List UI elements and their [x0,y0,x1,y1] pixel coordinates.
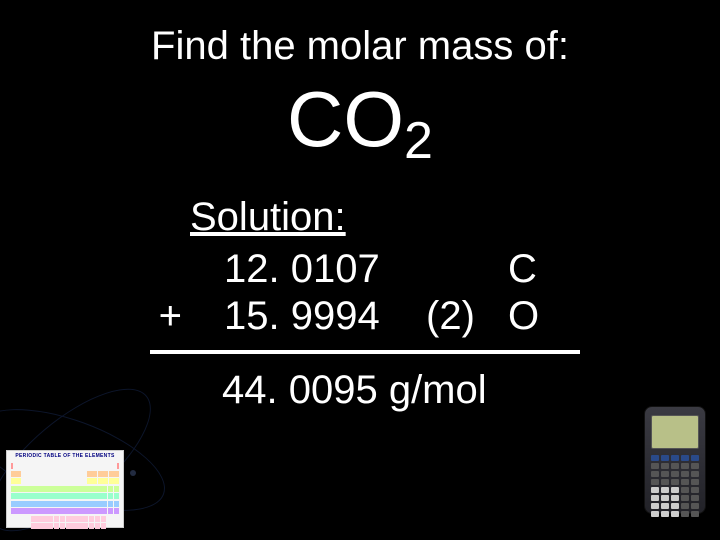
plus-cell [142,247,192,292]
slide-title: Find the molar mass of: [0,24,720,69]
table-row: 12. 0107 C [142,247,558,292]
periodic-table-thumbnail: PERIODIC TABLE OF THE ELEMENTS [6,450,124,528]
plus-cell: + [142,294,192,339]
calculator-keys [651,455,699,507]
calculator-thumbnail [644,406,706,514]
element-cell: O [498,294,558,339]
formula-subscript: 2 [404,112,433,170]
multiplier-cell: (2) [416,294,496,339]
table-row: + 15. 9994 (2) O [142,294,558,339]
calculator-screen [651,415,699,449]
formula-base: CO [287,75,404,163]
chemical-formula: CO2 [0,74,720,165]
multiplier-cell [416,247,496,292]
solution-heading: Solution: [190,195,346,240]
calculation-table: 12. 0107 C + 15. 9994 (2) O [140,245,560,341]
value-cell: 15. 9994 [194,294,414,339]
periodic-table-title: PERIODIC TABLE OF THE ELEMENTS [7,451,123,459]
value-cell: 12. 0107 [194,247,414,292]
sum-rule [150,350,580,354]
element-cell: C [498,247,558,292]
result-text: 44. 0095 g/mol [222,368,487,413]
